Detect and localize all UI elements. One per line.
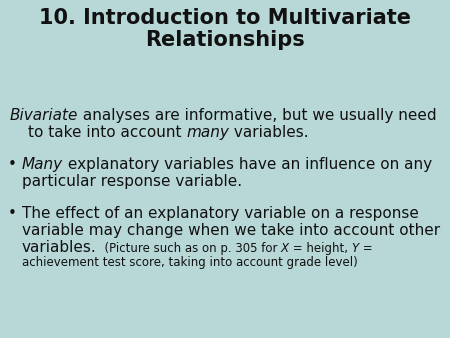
Text: Y: Y (352, 242, 359, 255)
Text: 10. Introduction to Multivariate: 10. Introduction to Multivariate (39, 8, 411, 28)
Text: variable may change when we take into account other: variable may change when we take into ac… (22, 223, 440, 238)
Text: (Picture such as on p. 305 for: (Picture such as on p. 305 for (97, 242, 281, 255)
Text: •: • (8, 206, 17, 221)
Text: explanatory variables have an influence on any: explanatory variables have an influence … (63, 158, 432, 172)
Text: many: many (186, 125, 229, 140)
Text: •: • (8, 158, 17, 172)
Text: Many: Many (22, 158, 63, 172)
Text: = height,: = height, (289, 242, 352, 255)
Text: analyses are informative, but we usually need: analyses are informative, but we usually… (78, 108, 437, 123)
Text: to take into account: to take into account (28, 125, 186, 140)
Text: X: X (281, 242, 289, 255)
Text: variables.: variables. (22, 240, 97, 255)
Text: particular response variable.: particular response variable. (22, 174, 242, 190)
Text: =: = (359, 242, 373, 255)
Text: The effect of an explanatory variable on a response: The effect of an explanatory variable on… (22, 206, 419, 221)
Text: variables.: variables. (229, 125, 309, 140)
Text: Bivariate: Bivariate (10, 108, 78, 123)
Text: Relationships: Relationships (145, 30, 305, 50)
Text: achievement test score, taking into account grade level): achievement test score, taking into acco… (22, 256, 358, 269)
